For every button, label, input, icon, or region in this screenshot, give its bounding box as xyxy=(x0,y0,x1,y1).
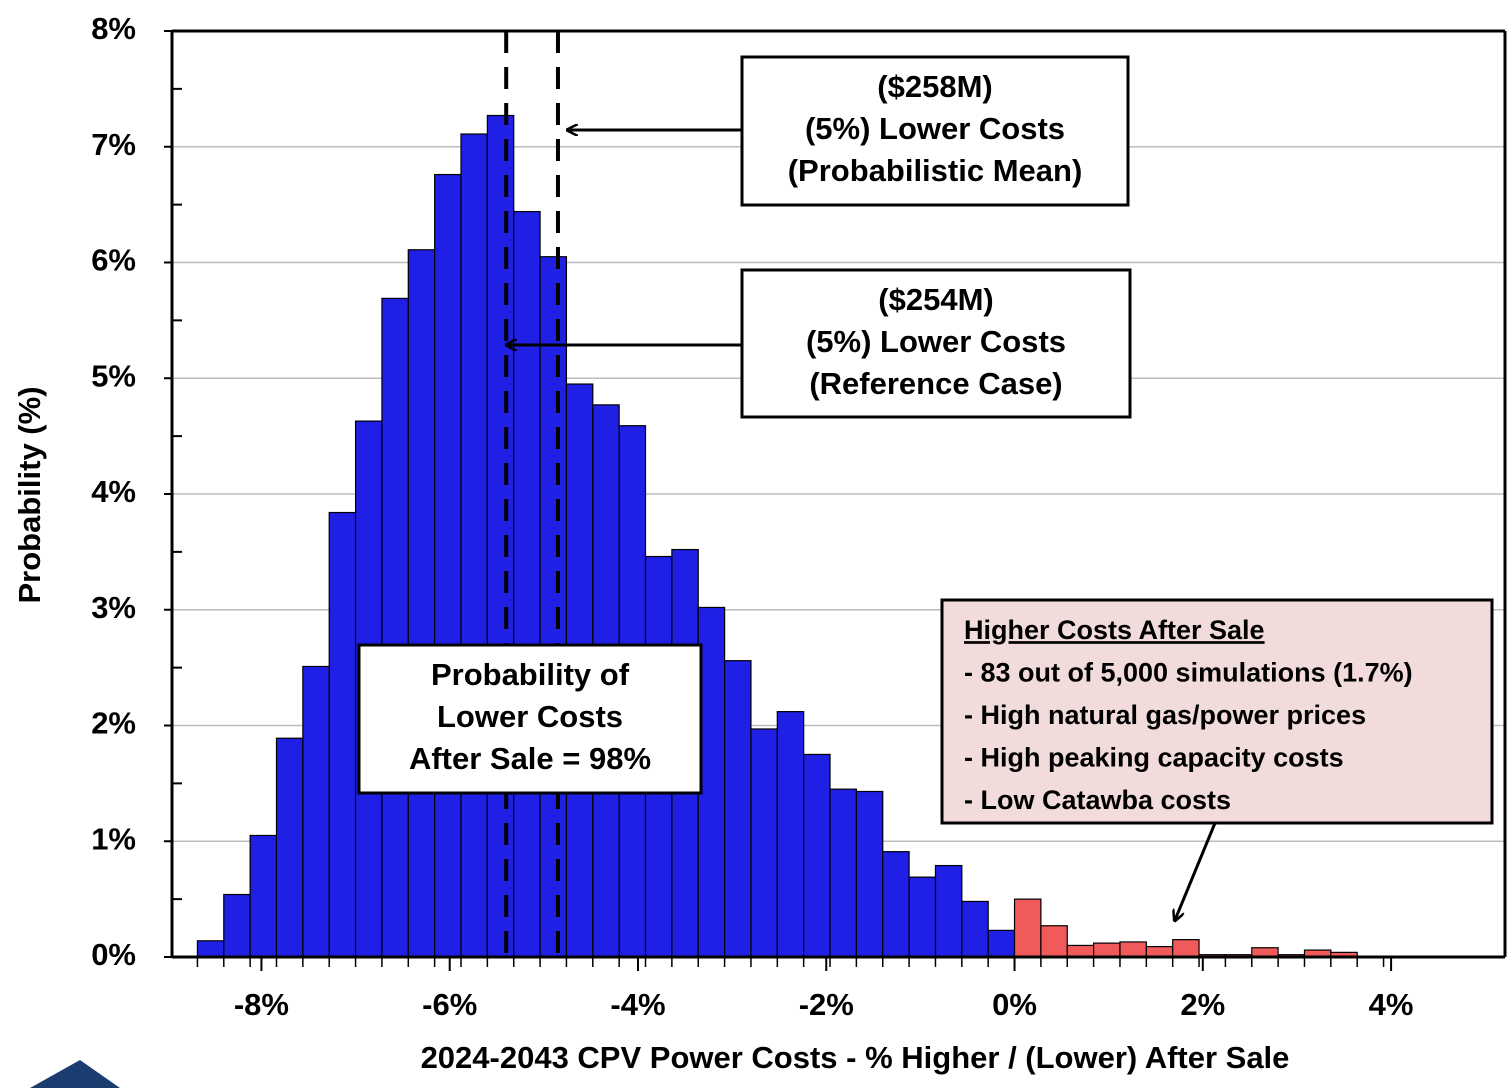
bar xyxy=(803,753,831,958)
annotation-text: Lower Costs xyxy=(437,699,623,734)
bar xyxy=(776,711,805,958)
bar xyxy=(407,249,436,958)
y-tick-label: 0% xyxy=(91,937,136,972)
bar xyxy=(381,297,409,958)
y-axis-label: Probability (%) xyxy=(12,386,47,603)
y-tick-label: 8% xyxy=(91,11,136,46)
decoration xyxy=(30,1060,120,1088)
annotation-box xyxy=(940,598,1494,825)
x-tick-label: -2% xyxy=(799,987,854,1022)
bar xyxy=(302,665,330,958)
annotation-text: (Probabilistic Mean) xyxy=(788,153,1083,188)
bar xyxy=(908,876,937,958)
bar xyxy=(855,790,884,958)
annotation-box xyxy=(357,643,703,795)
annotation-text: Higher Costs After Sale xyxy=(964,615,1265,645)
annotation-arrow xyxy=(1175,822,1217,920)
annotation-text: After Sale = 98% xyxy=(409,741,651,776)
bar xyxy=(1145,945,1174,958)
x-tick-label: -4% xyxy=(610,987,665,1022)
bar xyxy=(723,660,752,958)
bar xyxy=(196,940,225,958)
bar xyxy=(434,173,462,958)
x-axis-label: 2024-2043 CPV Power Costs - % Higher / (… xyxy=(421,1040,1290,1075)
y-tick-label: 7% xyxy=(91,127,136,162)
x-tick-label: 2% xyxy=(1180,987,1225,1022)
bar xyxy=(697,606,726,958)
annotation-text: - High natural gas/power prices xyxy=(964,700,1366,730)
x-tick-label: 4% xyxy=(1369,987,1414,1022)
x-tick-label: 0% xyxy=(992,987,1037,1022)
bar xyxy=(328,511,357,958)
bar xyxy=(513,210,541,958)
bar xyxy=(1040,925,1068,958)
bar xyxy=(1093,942,1121,958)
annotation-text: (5%) Lower Costs xyxy=(806,324,1066,359)
x-tick-label: -6% xyxy=(422,987,477,1022)
bar xyxy=(829,788,857,958)
bar xyxy=(460,133,488,958)
bar xyxy=(1013,898,1042,958)
annotation-text: Probability of xyxy=(431,657,630,692)
annotation-text: ($254M) xyxy=(878,282,993,317)
bar xyxy=(1119,941,1147,958)
annotation-text: - High peaking capacity costs xyxy=(964,743,1344,773)
annotation-box xyxy=(740,268,1132,419)
bar xyxy=(223,893,251,958)
bar xyxy=(750,728,778,958)
annotation-text: - Low Catawba costs xyxy=(964,785,1231,815)
annotation-text: - 83 out of 5,000 simulations (1.7%) xyxy=(964,658,1413,688)
bar xyxy=(539,256,568,958)
bar xyxy=(1066,944,1095,958)
y-tick-label: 5% xyxy=(91,358,136,393)
y-tick-label: 4% xyxy=(91,474,136,509)
bar xyxy=(486,114,515,958)
bar xyxy=(961,900,989,958)
bar xyxy=(249,834,278,958)
bar xyxy=(987,929,1016,958)
annotation-text: (5%) Lower Costs xyxy=(805,111,1065,146)
bar xyxy=(275,737,304,958)
bar xyxy=(882,851,910,958)
y-tick-label: 2% xyxy=(91,706,136,741)
bar xyxy=(1172,939,1200,958)
annotation-text: (Reference Case) xyxy=(809,366,1062,401)
y-tick-label: 6% xyxy=(91,243,136,278)
y-tick-label: 3% xyxy=(91,590,136,625)
annotation-text: ($258M) xyxy=(877,69,992,104)
bar xyxy=(934,864,963,958)
y-tick-label: 1% xyxy=(91,821,136,856)
x-tick-label: -8% xyxy=(234,987,289,1022)
